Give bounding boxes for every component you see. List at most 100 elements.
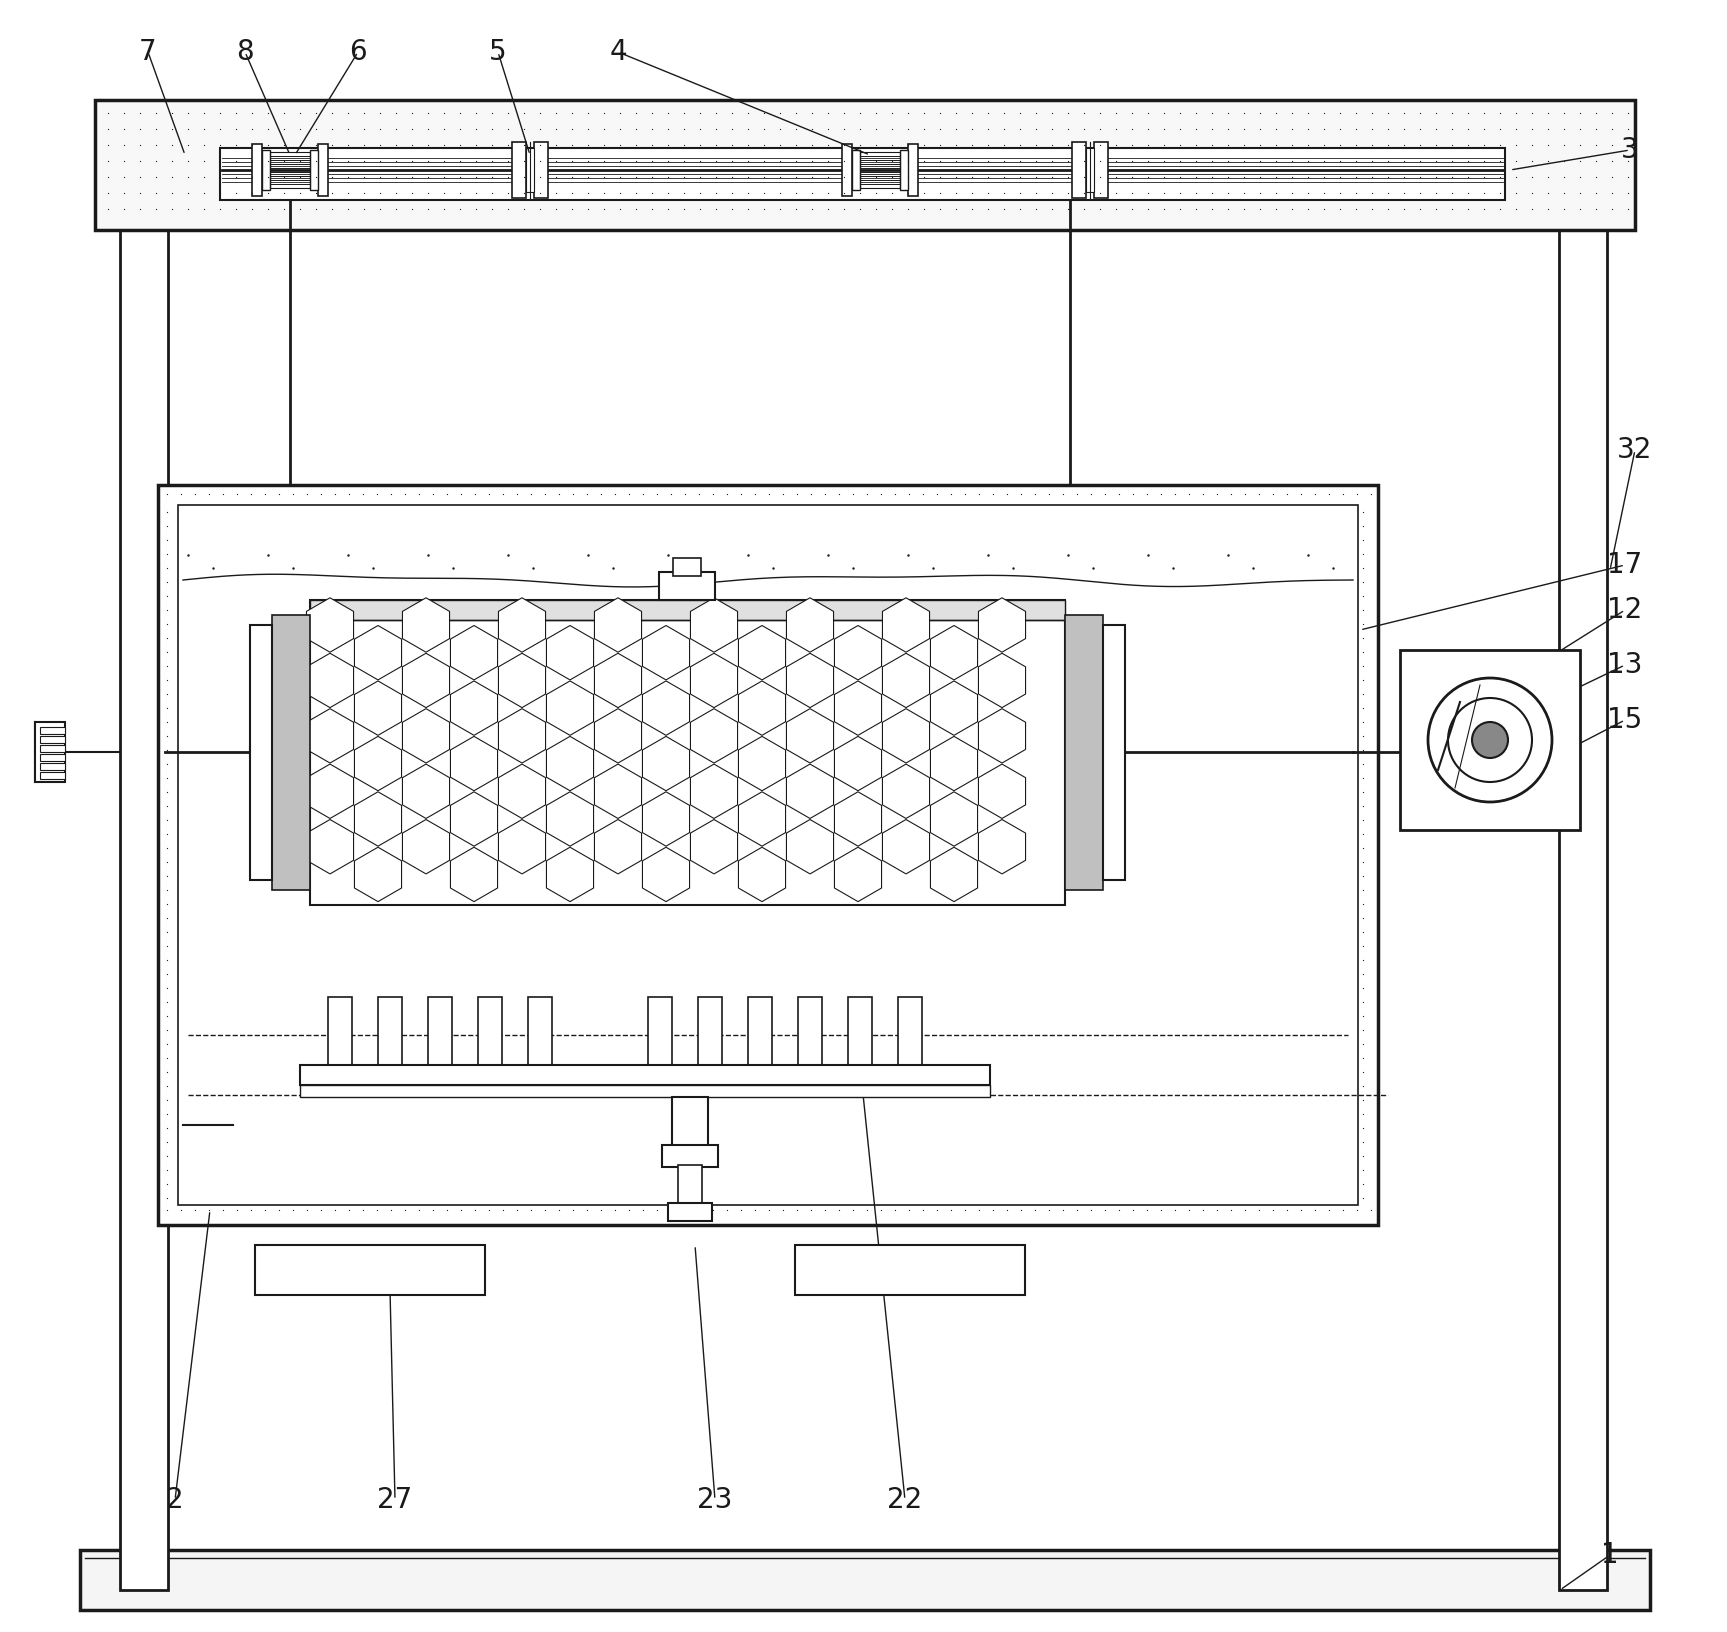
- Bar: [1559, 100, 1608, 1590]
- Polygon shape: [882, 819, 929, 873]
- Polygon shape: [979, 764, 1026, 819]
- Text: 32: 32: [1616, 436, 1653, 463]
- Polygon shape: [354, 625, 402, 681]
- Bar: [898, 997, 922, 1066]
- Bar: [311, 601, 1066, 620]
- Text: 12: 12: [1608, 596, 1642, 623]
- Polygon shape: [786, 764, 834, 819]
- Bar: [300, 1066, 990, 1085]
- Polygon shape: [499, 819, 546, 873]
- Circle shape: [1428, 677, 1553, 801]
- Bar: [1104, 625, 1124, 880]
- Polygon shape: [931, 847, 977, 901]
- Polygon shape: [402, 819, 449, 873]
- Bar: [157, 485, 1378, 1226]
- Polygon shape: [642, 847, 689, 901]
- Polygon shape: [402, 764, 449, 819]
- Polygon shape: [739, 681, 786, 736]
- Polygon shape: [882, 597, 929, 653]
- Polygon shape: [786, 653, 834, 708]
- Polygon shape: [306, 708, 354, 764]
- Polygon shape: [691, 597, 737, 653]
- Polygon shape: [979, 708, 1026, 764]
- Bar: [40, 736, 66, 743]
- Bar: [40, 754, 66, 761]
- Bar: [79, 1550, 1649, 1611]
- Polygon shape: [834, 736, 881, 792]
- Polygon shape: [594, 597, 641, 653]
- Polygon shape: [834, 847, 881, 901]
- Bar: [318, 144, 328, 196]
- Bar: [378, 997, 402, 1066]
- Polygon shape: [931, 792, 977, 845]
- Bar: [219, 149, 1504, 201]
- Polygon shape: [931, 736, 977, 792]
- Polygon shape: [786, 819, 834, 873]
- Bar: [908, 144, 919, 196]
- Polygon shape: [786, 708, 834, 764]
- Text: 27: 27: [378, 1487, 413, 1514]
- Polygon shape: [546, 681, 594, 736]
- Polygon shape: [882, 653, 929, 708]
- Polygon shape: [451, 625, 497, 681]
- Polygon shape: [642, 681, 689, 736]
- Bar: [178, 504, 1357, 1204]
- Polygon shape: [979, 819, 1026, 873]
- Bar: [843, 144, 851, 196]
- Polygon shape: [594, 653, 641, 708]
- Bar: [263, 150, 269, 189]
- Polygon shape: [931, 681, 977, 736]
- Polygon shape: [451, 792, 497, 845]
- Polygon shape: [354, 847, 402, 901]
- Polygon shape: [451, 736, 497, 792]
- Polygon shape: [306, 819, 354, 873]
- Polygon shape: [739, 847, 786, 901]
- Bar: [511, 142, 527, 197]
- Polygon shape: [834, 625, 881, 681]
- Polygon shape: [882, 764, 929, 819]
- Bar: [40, 772, 66, 778]
- Text: 3: 3: [1622, 135, 1639, 163]
- Polygon shape: [594, 708, 641, 764]
- Bar: [794, 1245, 1026, 1296]
- Polygon shape: [546, 736, 594, 792]
- Polygon shape: [402, 708, 449, 764]
- Bar: [1066, 615, 1104, 889]
- Polygon shape: [546, 847, 594, 901]
- Bar: [698, 997, 722, 1066]
- Text: 2: 2: [166, 1487, 183, 1514]
- Bar: [250, 625, 271, 880]
- Text: 7: 7: [140, 38, 157, 65]
- Polygon shape: [402, 597, 449, 653]
- Bar: [900, 150, 908, 189]
- Polygon shape: [979, 653, 1026, 708]
- Bar: [311, 601, 1066, 906]
- Bar: [668, 1203, 712, 1221]
- Polygon shape: [739, 736, 786, 792]
- Bar: [119, 100, 168, 1590]
- Text: 4: 4: [610, 38, 627, 65]
- Bar: [851, 150, 860, 189]
- Text: 23: 23: [698, 1487, 732, 1514]
- Polygon shape: [786, 597, 834, 653]
- Polygon shape: [739, 792, 786, 845]
- Polygon shape: [546, 625, 594, 681]
- Polygon shape: [451, 847, 497, 901]
- Polygon shape: [499, 597, 546, 653]
- Polygon shape: [451, 681, 497, 736]
- Polygon shape: [306, 653, 354, 708]
- Circle shape: [1471, 721, 1508, 757]
- Text: 17: 17: [1608, 552, 1642, 579]
- Bar: [674, 558, 701, 576]
- Polygon shape: [594, 764, 641, 819]
- Polygon shape: [739, 625, 786, 681]
- Bar: [256, 1245, 485, 1296]
- Polygon shape: [402, 653, 449, 708]
- Bar: [478, 997, 503, 1066]
- Polygon shape: [691, 764, 737, 819]
- Text: 13: 13: [1608, 651, 1642, 679]
- Polygon shape: [834, 792, 881, 845]
- Polygon shape: [642, 736, 689, 792]
- Bar: [534, 142, 547, 197]
- Bar: [252, 144, 263, 196]
